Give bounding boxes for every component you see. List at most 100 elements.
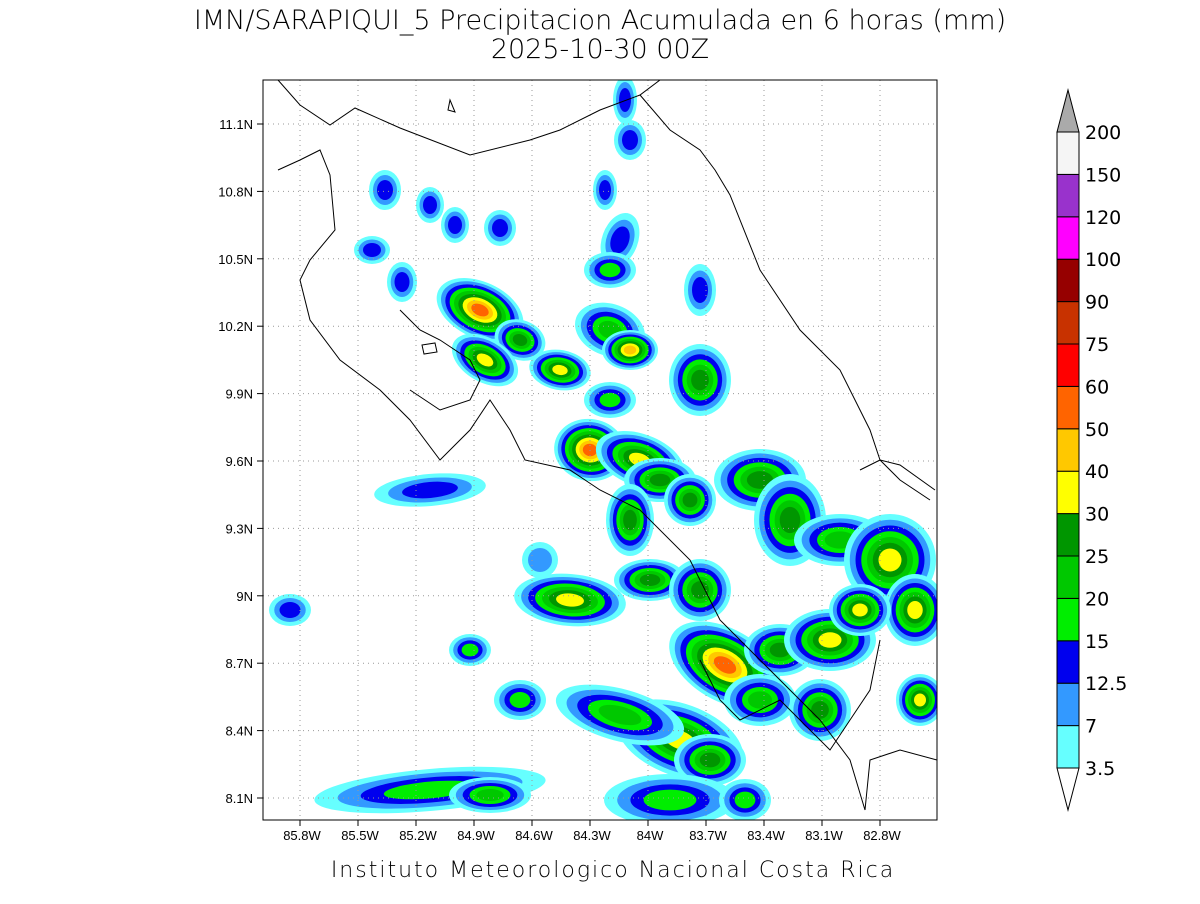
plot-area	[263, 80, 937, 820]
y-tick-label: 11.1N	[219, 117, 253, 132]
rain-contour	[907, 601, 923, 619]
colorbar-label: 40	[1085, 461, 1109, 483]
colorbar-segment	[1056, 428, 1080, 472]
x-tick-label: 83.1W	[805, 828, 843, 843]
x-tick-label: 84.9W	[457, 828, 495, 843]
colorbar-label: 75	[1085, 334, 1109, 356]
x-tick-label: 84.3W	[573, 828, 611, 843]
y-tick-label: 9.6N	[226, 454, 253, 469]
colorbar-segment	[1056, 682, 1080, 727]
colorbar-label: 200	[1085, 122, 1121, 144]
colorbar-label: 20	[1085, 588, 1109, 610]
y-tick-label: 10.8N	[218, 184, 253, 199]
rain-contour	[610, 226, 630, 254]
colorbar-label: 100	[1085, 249, 1121, 271]
rain-contour	[377, 180, 393, 200]
x-tick-label: 84W	[637, 828, 664, 843]
coastlines	[277, 80, 937, 811]
rain-contour	[713, 656, 737, 674]
subtitle: 2025-10-30 00Z	[491, 34, 709, 65]
x-tick-label: 82.8W	[863, 828, 901, 843]
rain-contour	[914, 693, 926, 707]
colorbar-label: 120	[1085, 207, 1121, 229]
rain-contour	[746, 471, 774, 489]
colorbar-label: 15	[1085, 631, 1109, 653]
colorbar-segment	[1056, 343, 1080, 387]
rain-contour	[528, 548, 552, 572]
rain-contour	[512, 334, 528, 346]
rain-contour	[476, 789, 504, 801]
colorbar-label: 25	[1085, 546, 1109, 568]
colorbar-label: 60	[1085, 376, 1109, 398]
rain-contour	[643, 789, 697, 811]
plot-frame	[262, 79, 938, 821]
colorbar-segment	[1056, 597, 1080, 642]
colorbar-segment	[1056, 470, 1080, 515]
colorbar-label: 150	[1085, 164, 1121, 186]
rain-contour	[556, 593, 584, 607]
x-tick-label: 84.6W	[515, 828, 553, 843]
x-tick-label: 85.2W	[399, 828, 437, 843]
rain-contour	[779, 506, 801, 534]
colorbar-label: 30	[1085, 504, 1109, 526]
colorbar-label: 3.5	[1085, 758, 1115, 780]
colorbar-segment	[1056, 131, 1080, 175]
colorbar-segment	[1056, 301, 1080, 345]
rain-contour	[691, 369, 709, 391]
rain-contour	[649, 473, 671, 487]
rain-contour	[471, 303, 489, 317]
rain-contour	[623, 509, 637, 531]
rain-contour	[599, 262, 621, 278]
colorbar-label: 12.5	[1085, 673, 1127, 695]
rain-contour	[748, 691, 772, 709]
axis-ticks: 85.8W 85.5W 85.2W 84.9W 84.6W 84.3W 84W 83.7W 83…	[218, 117, 901, 843]
x-tick-label: 85.8W	[283, 828, 321, 843]
rain-contour	[552, 364, 568, 376]
y-tick-label: 9.9N	[226, 387, 253, 402]
rain-contour	[476, 353, 494, 367]
rain-contour	[509, 692, 531, 708]
rain-contour	[623, 345, 637, 355]
rain-contour	[699, 752, 721, 768]
y-tick-label: 9N	[236, 589, 253, 604]
y-tick-label: 10.2N	[218, 319, 253, 334]
colorbar-segment	[1056, 216, 1080, 260]
rain-contour	[818, 632, 842, 648]
grid	[263, 80, 937, 820]
x-tick-label: 83.7W	[689, 828, 727, 843]
colorbar-segment	[1056, 513, 1080, 557]
rain-contour	[622, 130, 638, 150]
colorbar-segment	[1056, 640, 1080, 684]
rain-contour	[599, 392, 621, 408]
rain-contour	[279, 602, 301, 618]
colorbar-segment	[1056, 173, 1080, 218]
y-tick-label: 8.7N	[226, 656, 253, 671]
rain-contour	[811, 701, 829, 719]
rain-contour	[599, 180, 611, 200]
x-tick-label: 85.5W	[341, 828, 379, 843]
rain-contour	[682, 492, 698, 508]
rain-contour	[423, 196, 437, 214]
colorbar-segment	[1056, 555, 1080, 599]
colorbar-segment	[1056, 725, 1080, 769]
rain-contour	[363, 243, 381, 257]
colorbar-label: 90	[1085, 292, 1109, 314]
colorbar-label: 7	[1085, 716, 1097, 738]
footer: Instituto Meteorologico Nacional Costa R…	[331, 858, 895, 883]
y-tick-label: 8.4N	[226, 724, 253, 739]
colorbar: 3.5 7 12.5 15 20 25 30 40 50 60 75 90 100 120 150 200	[1056, 88, 1127, 812]
title: IMN/SARAPIQUI_5 Precipitacion Acumulada …	[194, 5, 1006, 36]
rain-contour	[878, 548, 902, 572]
rain-contour	[394, 272, 410, 292]
y-tick-label: 9.3N	[226, 521, 253, 536]
rain-contour	[619, 88, 631, 112]
colorbar-over	[1056, 88, 1080, 133]
rain-contour	[461, 643, 479, 657]
colorbar-under	[1056, 767, 1080, 812]
rain-contour	[852, 603, 868, 617]
y-tick-label: 10.5N	[218, 252, 253, 267]
colorbar-label: 50	[1085, 419, 1109, 441]
rain-contour	[691, 581, 709, 599]
y-tick-label: 8.1N	[226, 791, 253, 806]
